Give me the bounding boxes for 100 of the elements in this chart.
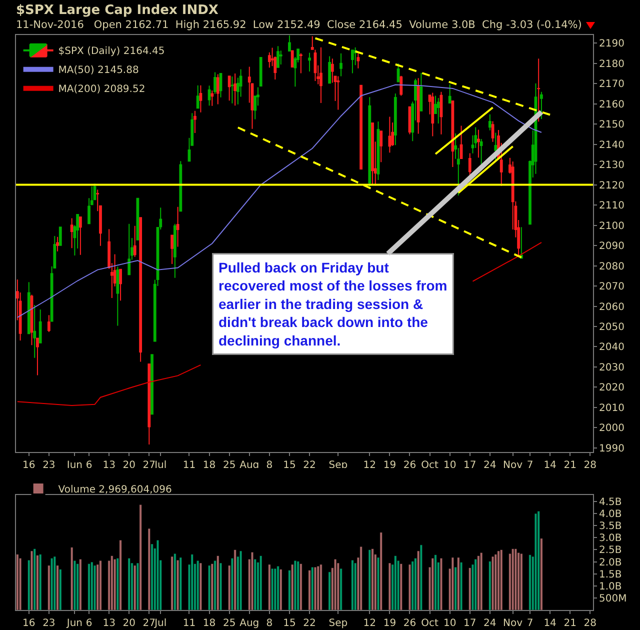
y-tick-label: 2.5B xyxy=(599,545,622,556)
chart-title: $SPX Large Cap Index INDX xyxy=(16,2,220,19)
bar xyxy=(468,568,472,610)
bar xyxy=(99,560,102,610)
bar xyxy=(59,569,62,610)
y-tick-label: 2050 xyxy=(599,322,624,333)
x-tick-label: 17 xyxy=(464,460,476,471)
candlestick xyxy=(30,294,34,346)
candlestick xyxy=(388,116,392,154)
bar xyxy=(500,550,503,610)
bar xyxy=(328,572,331,610)
candlestick xyxy=(176,206,180,248)
candlestick xyxy=(139,217,142,362)
x-tick-label: 21 xyxy=(564,460,576,471)
candlestick xyxy=(431,92,434,137)
bar xyxy=(360,546,362,610)
x-tick-label: 27 xyxy=(142,460,156,471)
candlestick xyxy=(78,216,82,256)
bar xyxy=(528,554,532,610)
bar xyxy=(294,560,296,610)
bar xyxy=(174,553,176,610)
candlestick xyxy=(336,76,340,110)
legend-label: Volume 2,969,604,096 xyxy=(58,484,172,496)
x-tick-label: 10 xyxy=(443,460,456,471)
y-tick-label: 2150 xyxy=(599,120,624,131)
candlestick xyxy=(119,268,122,302)
bar xyxy=(274,568,276,610)
candlestick xyxy=(56,236,59,252)
candlestick xyxy=(540,91,543,120)
candlestick xyxy=(230,76,234,104)
candlestick xyxy=(148,363,151,446)
candlestick xyxy=(440,91,443,135)
bar xyxy=(39,554,42,610)
x-tick-label: 18 xyxy=(202,618,216,629)
y-tick-label: 1.5B xyxy=(599,569,622,580)
bar xyxy=(270,568,274,610)
candlestick xyxy=(36,338,39,376)
candlestick xyxy=(38,308,42,344)
y-tick-label: 2180 xyxy=(599,58,624,70)
x-tick-label: 17 xyxy=(464,618,476,629)
y-tick-label: 1990 xyxy=(599,443,624,454)
candlestick xyxy=(460,125,463,159)
candlestick xyxy=(228,76,231,102)
candlestick xyxy=(420,72,423,112)
x-tick-label: 12 xyxy=(363,460,376,471)
bar xyxy=(534,513,538,610)
y-tick-label: 2120 xyxy=(599,180,624,192)
bar xyxy=(371,548,374,610)
x-tick-label: Aug xyxy=(240,618,260,629)
bar xyxy=(239,550,242,610)
x-tick-label: 20 xyxy=(122,460,136,471)
y-tick-label: 2110 xyxy=(599,200,624,212)
bar xyxy=(400,564,402,610)
y-tick-label: 2190 xyxy=(599,38,624,50)
x-tick-label: Oct xyxy=(421,618,438,629)
x-tick-label: 26 xyxy=(403,460,416,471)
bar xyxy=(517,552,520,610)
bar xyxy=(93,565,96,610)
y-tick-label: 500M xyxy=(599,593,627,604)
candlestick xyxy=(360,84,363,170)
bar xyxy=(308,570,311,610)
bar xyxy=(50,558,54,610)
bar xyxy=(276,566,280,610)
candlestick xyxy=(328,56,332,84)
bar xyxy=(311,566,314,610)
bar xyxy=(190,554,194,610)
bar xyxy=(512,548,514,610)
legend-label: $SPX (Daily) 2164.45 xyxy=(58,46,165,58)
candlestick xyxy=(368,96,372,188)
x-tick-label: 23 xyxy=(42,618,56,629)
x-tick-label: 8 xyxy=(266,460,273,471)
bar xyxy=(474,558,477,610)
bar xyxy=(537,511,540,610)
candlestick xyxy=(116,266,120,326)
bar xyxy=(268,564,271,610)
candlestick xyxy=(376,120,380,180)
bar xyxy=(300,564,302,610)
bar xyxy=(440,558,443,610)
bar xyxy=(79,558,82,610)
bar xyxy=(30,550,34,610)
bar xyxy=(110,556,114,610)
bar xyxy=(480,552,483,610)
y-tick-label: 1.0B xyxy=(599,581,622,592)
legend-label: MA(50) 2145.88 xyxy=(58,65,139,76)
x-tick-label: 28 xyxy=(584,618,597,629)
candlestick xyxy=(70,218,74,249)
candlestick xyxy=(380,130,383,163)
candlestick xyxy=(179,160,182,212)
x-tick-label: 6 xyxy=(86,460,92,471)
bar xyxy=(170,556,174,610)
bar xyxy=(199,562,202,610)
x-tick-label: 18 xyxy=(202,460,216,471)
bar xyxy=(394,556,397,610)
bar xyxy=(96,564,99,610)
bar xyxy=(88,564,90,610)
candlestick xyxy=(488,114,492,131)
candlestick xyxy=(173,223,176,278)
bar xyxy=(368,550,371,610)
y-tick-label: 4.0B xyxy=(599,509,622,520)
y-tick-label: 3.5B xyxy=(599,521,622,532)
